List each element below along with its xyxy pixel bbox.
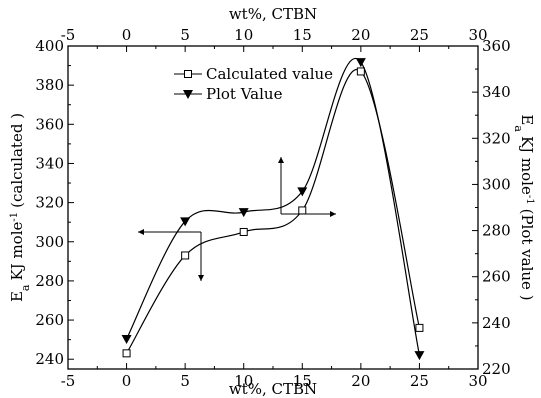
- legend-marker-square: [184, 70, 192, 78]
- legend-label-plot: Plot Value: [206, 85, 283, 103]
- legend-label-calculated: Calculated value: [206, 65, 333, 83]
- y-right-tick-label: 360: [482, 37, 511, 55]
- y-left-axis-title-part: KJ mole: [8, 222, 26, 281]
- data-point-plot: [414, 351, 425, 361]
- y-left-tick-label: 300: [35, 233, 64, 251]
- y-left-tick-label: 400: [35, 37, 64, 55]
- y-left-tick-label: 240: [35, 350, 64, 368]
- y-right-tick-label: 260: [482, 268, 511, 286]
- arrow-up-right-head: [278, 157, 284, 163]
- y-right-axis-title-part: KJ mole: [518, 136, 536, 195]
- x-top-tick-label: -5: [61, 26, 76, 44]
- y-left-axis-title-part: E: [8, 291, 26, 302]
- x-top-tick-label: 5: [180, 26, 190, 44]
- y-right-axis-title: Ea KJ mole-1 (Plot value ): [513, 114, 537, 300]
- tick-labels: -5 -5 0 0 5 5 10 10 15 15 20 20 25 25 30 30 240 260 280 300…: [35, 26, 510, 390]
- x-top-tick-label: 0: [122, 26, 132, 44]
- x-bottom-tick-label: 0: [122, 372, 132, 390]
- y-right-tick-label: 300: [482, 175, 511, 193]
- arrow-down-left-head: [198, 275, 204, 281]
- legend: Calculated value Plot Value: [174, 65, 333, 103]
- y-right-axis-title-part: -1: [525, 195, 536, 205]
- x-top-tick-label: 25: [410, 26, 429, 44]
- x-top-tick-label: 10: [234, 26, 253, 44]
- x-bottom-tick-label: 10: [234, 372, 253, 390]
- y-left-tick-label: 340: [35, 154, 64, 172]
- x-bottom-tick-label: 20: [351, 372, 370, 390]
- y-left-axis-title-part: -1: [9, 212, 20, 222]
- arrow-to-left-axis-head: [138, 229, 144, 235]
- x-bottom-tick-label: -5: [61, 372, 76, 390]
- y-right-tick-label: 320: [482, 129, 511, 147]
- y-right-axis-title-part: E: [518, 114, 536, 125]
- y-right-tick-label: 220: [482, 360, 511, 378]
- y-left-axis-title: Ea KJ mole-1 (calculated ): [8, 113, 32, 302]
- data-point-calculated: [122, 349, 131, 358]
- x-top-tick-label: 15: [293, 26, 312, 44]
- data-point-calculated: [181, 251, 190, 260]
- x-top-axis-title: wt%, CTBN: [229, 5, 317, 23]
- y-left-tick-label: 260: [35, 311, 64, 329]
- y-right-tick-label: 240: [482, 314, 511, 332]
- x-bottom-tick-label: 15: [293, 372, 312, 390]
- y-right-axis-title-part: (Plot value ): [518, 209, 536, 301]
- data-point-calculated: [298, 206, 307, 215]
- y-left-axis-title-part: (calculated ): [8, 113, 26, 208]
- y-left-tick-label: 380: [35, 76, 64, 94]
- x-top-tick-label: 20: [351, 26, 370, 44]
- x-bottom-tick-label: 5: [180, 372, 190, 390]
- data-point-plot: [180, 217, 191, 227]
- data-point-calculated: [415, 323, 424, 332]
- y-left-tick-label: 280: [35, 272, 64, 290]
- y-left-tick-label: 360: [35, 115, 64, 133]
- y-right-tick-label: 280: [482, 222, 511, 240]
- series-layer: [121, 58, 425, 361]
- x-bottom-axis-title: wt%, CTBN: [229, 380, 317, 398]
- data-point-plot: [355, 58, 366, 68]
- x-top-tick-label: 30: [468, 26, 487, 44]
- arrow-to-right-axis-head: [330, 211, 336, 217]
- data-point-plot: [121, 335, 132, 345]
- x-bottom-tick-label: 30: [468, 372, 487, 390]
- y-right-tick-label: 340: [482, 83, 511, 101]
- data-point-calculated: [239, 227, 248, 236]
- y-right-axis-title-part: a: [513, 125, 526, 132]
- data-point-plot: [238, 208, 249, 218]
- data-point-calculated: [356, 67, 365, 76]
- axis-arrows: [138, 157, 336, 281]
- y-left-tick-label: 320: [35, 194, 64, 212]
- series-line-1: [126, 68, 421, 354]
- axis-ticks: [67, 45, 479, 370]
- x-bottom-tick-label: 25: [410, 372, 429, 390]
- legend-marker-triangle: [183, 90, 193, 99]
- y-left-axis-title-part: a: [19, 284, 32, 291]
- data-point-plot: [297, 187, 308, 197]
